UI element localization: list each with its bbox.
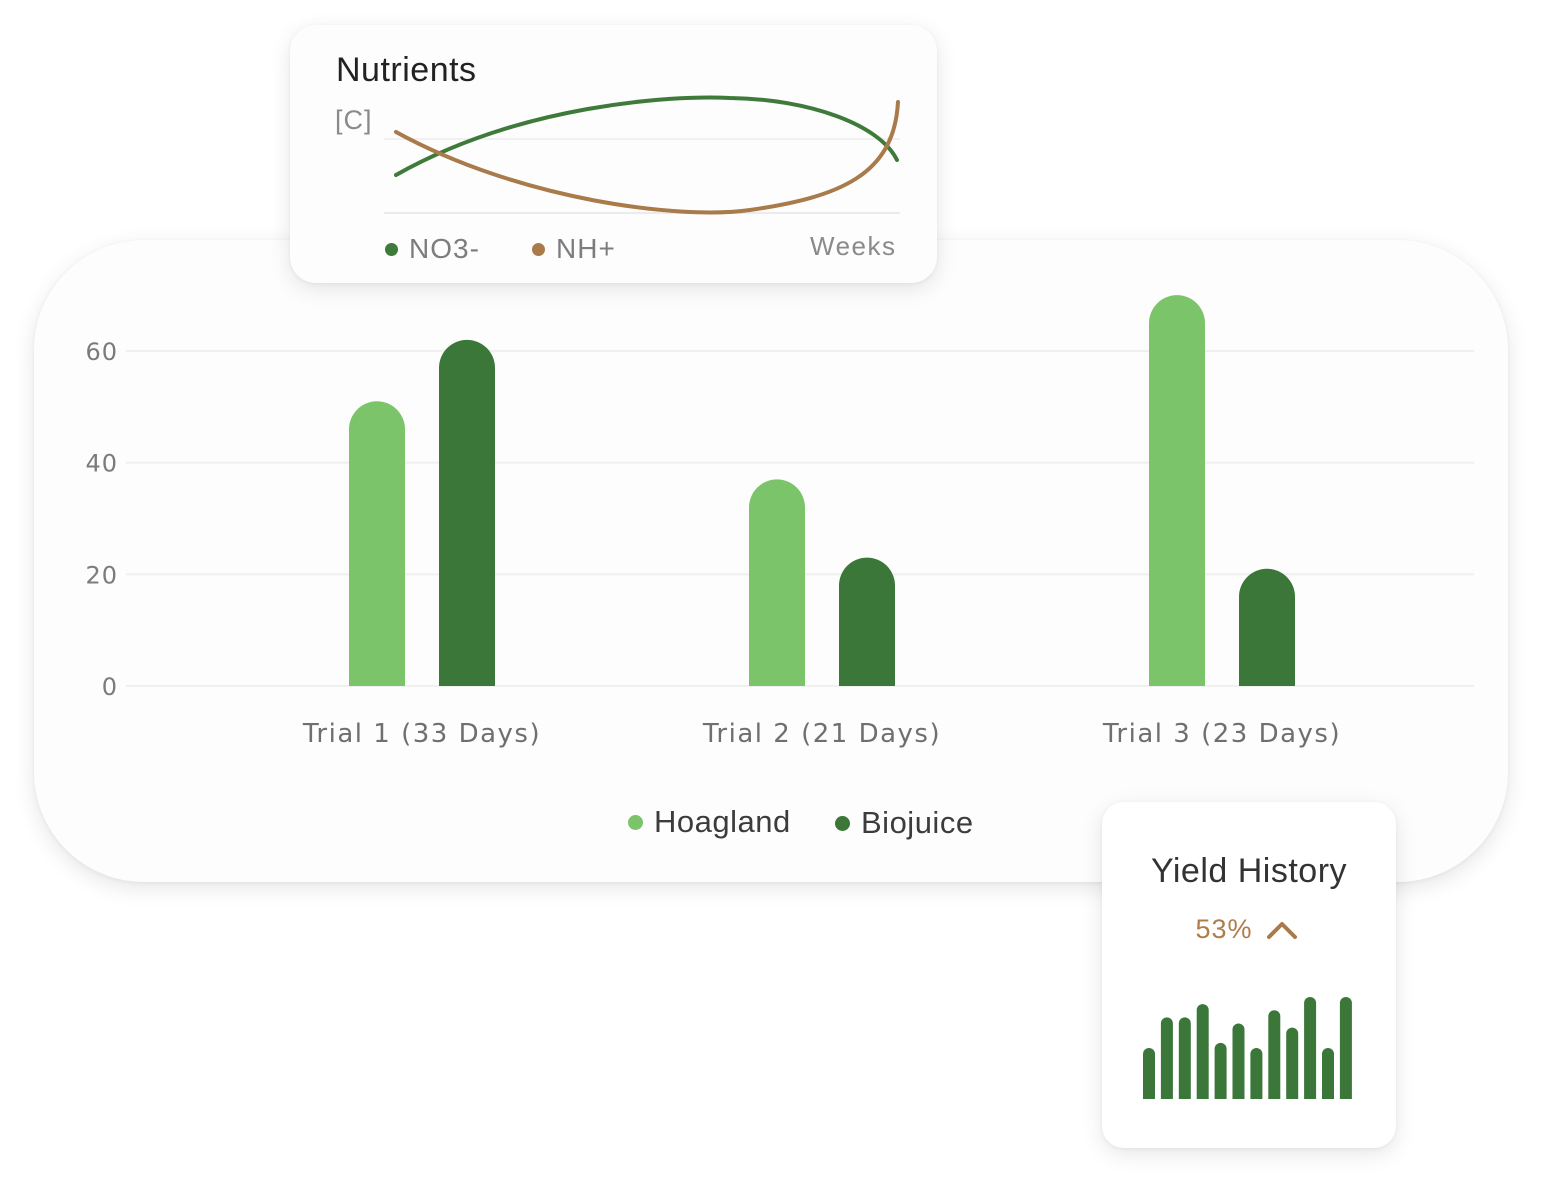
hoagland-swatch	[628, 814, 643, 830]
nutrients-x-axis-label: Weeks	[810, 231, 897, 261]
biojuice-swatch	[835, 815, 850, 831]
no3-swatch	[385, 242, 398, 256]
yield-bar-5	[1214, 1042, 1227, 1099]
legend-nh-label: NH+	[556, 233, 616, 264]
nutrients-y-axis-label: [C]	[335, 105, 373, 135]
bar-biojuice-trial-2	[839, 557, 895, 686]
y-tick-label: 60	[85, 338, 118, 366]
yield-bar-3	[1178, 1017, 1191, 1099]
chevron-up-icon	[1266, 921, 1297, 939]
yield-bar-1	[1143, 1048, 1155, 1099]
y-tick-label: 0	[102, 673, 118, 701]
bar-hoagland-trial-1	[349, 401, 406, 686]
x-category-label: Trial 2 (21 Days)	[702, 719, 941, 749]
yield-history-title: Yield History	[1150, 852, 1348, 890]
yield-bar-7	[1250, 1048, 1263, 1099]
y-tick-label: 40	[85, 450, 118, 478]
yield-history-card: Yield History 53%	[1102, 802, 1396, 1148]
yield-bar-4	[1196, 1004, 1209, 1099]
y-tick-label: 20	[85, 561, 118, 589]
bar-biojuice-trial-1	[439, 339, 495, 686]
series-line-no3	[394, 95, 899, 177]
bar-biojuice-trial-3	[1239, 568, 1295, 686]
nutrients-card: Nutrients [C] NO3- NH+ Weeks	[290, 25, 937, 283]
yield-bar-8	[1268, 1010, 1281, 1099]
yield-change: 53%	[1102, 914, 1396, 945]
bar-hoagland-trial-3	[1149, 295, 1205, 686]
yield-change-value: 53%	[1195, 914, 1253, 944]
bar-hoagland-trial-2	[749, 479, 805, 686]
legend-hoagland: Hoagland	[628, 804, 791, 840]
yield-bar-2	[1160, 1017, 1173, 1099]
nutrients-line-chart	[384, 95, 900, 215]
legend-biojuice: Biojuice	[835, 805, 974, 841]
yield-bar-10	[1304, 997, 1317, 1099]
legend-hoagland-label: Hoagland	[654, 804, 791, 839]
yield-bar-11	[1322, 1048, 1334, 1099]
yield-bar-6	[1232, 1023, 1245, 1099]
nutrients-title: Nutrients	[336, 51, 477, 89]
trial-comparison-card: 0 20 40 60 Trial 1 (33 Days) Trial 2 (21 Days…	[34, 240, 1508, 882]
nh-swatch	[532, 242, 545, 256]
x-category-label: Trial 3 (23 Days)	[1102, 719, 1341, 749]
x-category-label: Trial 1 (33 Days)	[302, 719, 541, 749]
legend-no3-label: NO3-	[409, 233, 480, 264]
trial-bar-chart: 0 20 40 60 Trial 1 (33 Days) Trial 2 (21 Days…	[85, 295, 1474, 749]
yield-bar-9	[1286, 1027, 1299, 1099]
legend-nh: NH+	[532, 233, 616, 265]
series-line-nh	[394, 100, 900, 215]
legend-no3: NO3-	[385, 233, 480, 265]
legend-biojuice-label: Biojuice	[861, 805, 974, 840]
yield-bar-chart	[1143, 997, 1352, 1099]
yield-bar-12	[1339, 997, 1352, 1099]
